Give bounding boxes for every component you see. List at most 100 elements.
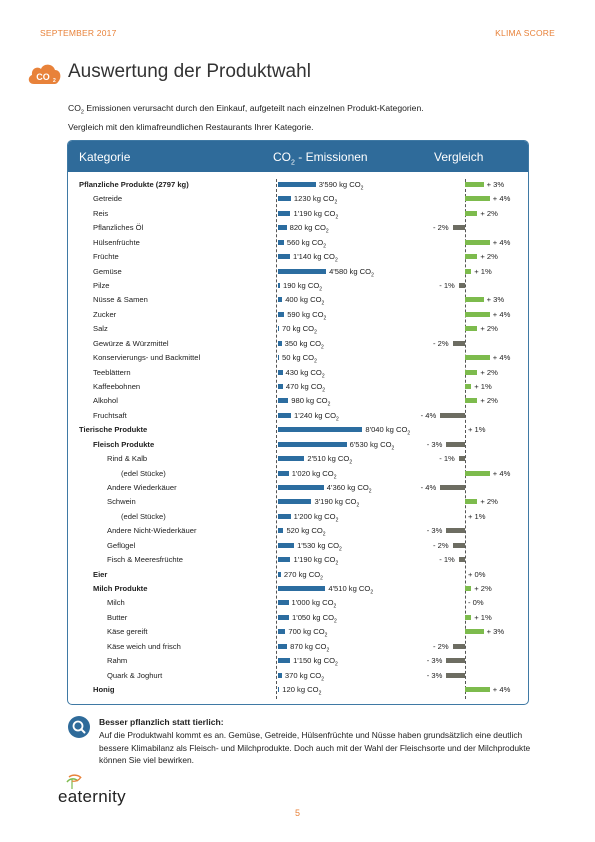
table-row: Konservierungs- und Backmittel 50 kg CO2 +… xyxy=(68,351,528,365)
page-title: Auswertung der Produktwahl xyxy=(68,61,311,82)
intro-line-1: Emissionen verursacht durch den Einkauf,… xyxy=(83,103,424,113)
header-kategorie: Kategorie xyxy=(79,150,131,164)
svg-text:CO: CO xyxy=(36,72,50,82)
table-row: Pflanzliches Öl 820 kg CO2 - 2% xyxy=(68,221,528,235)
emission-value: 70 kg CO2 xyxy=(282,324,317,336)
emission-value: 350 kg CO2 xyxy=(285,339,324,351)
emission-bar xyxy=(278,528,284,534)
emission-unit-sub: 2 xyxy=(360,185,364,192)
emission-value-text: 1230 kg CO xyxy=(293,194,335,204)
emission-value-text: 1'200 kg CO xyxy=(293,511,336,521)
emission-value-text: 560 kg CO xyxy=(286,237,324,247)
emission-value-text: 270 kg CO xyxy=(283,569,321,579)
emission-bar xyxy=(278,571,281,577)
emission-value: 1230 kg CO2 xyxy=(294,194,337,206)
emission-value-text: 3'190 kg CO xyxy=(314,497,357,507)
emission-value: 430 kg CO2 xyxy=(286,368,325,380)
category-label: Käse gereift xyxy=(107,627,148,637)
table-row: Andere Nicht-Wiederkäuer 520 kg CO2 - 3% xyxy=(68,524,528,538)
header-emissionen: CO2 - Emissionen xyxy=(273,150,368,166)
emission-value: 3'190 kg CO2 xyxy=(314,497,359,509)
emission-bar xyxy=(278,355,279,361)
emission-value: 820 kg CO2 xyxy=(290,223,329,235)
comparison-bar-negative xyxy=(452,643,465,649)
comparison-bar-negative xyxy=(452,340,465,346)
emission-value: 1'200 kg CO2 xyxy=(294,512,339,524)
comparison-value: + 4% xyxy=(492,237,511,247)
emission-value-text: 1'150 kg CO xyxy=(293,656,336,666)
emission-bar xyxy=(278,614,290,620)
category-label: Rind & Kalb xyxy=(107,454,148,464)
emission-value: 50 kg CO2 xyxy=(282,353,317,365)
comparison-bar-positive xyxy=(465,398,478,404)
emission-bar xyxy=(278,456,305,462)
emission-bar xyxy=(278,384,283,390)
product-table: Kategorie CO2 - Emissionen Vergleich Pfl… xyxy=(67,140,529,705)
emission-bar xyxy=(278,672,282,678)
emission-unit-sub: 2 xyxy=(319,286,323,293)
table-row: Nüsse & Samen 400 kg CO2 + 3% xyxy=(68,293,528,307)
emission-unit-sub: 2 xyxy=(320,575,323,582)
emission-unit-sub: 2 xyxy=(339,546,342,553)
comparison-value: - 1% xyxy=(439,555,455,565)
comparison-bar-negative xyxy=(446,658,465,664)
comparison-value: - 2% xyxy=(432,223,449,233)
category-label: Schwein xyxy=(107,497,136,507)
table-row: Getreide 1230 kg CO2 + 4% xyxy=(68,192,528,206)
emission-unit-sub: 2 xyxy=(318,690,322,697)
emission-value-text: 470 kg CO xyxy=(285,382,323,392)
category-label: Andere Nicht-Wiederkäuer xyxy=(107,526,197,536)
category-label: Nüsse & Samen xyxy=(93,295,148,305)
category-label: Kaffeebohnen xyxy=(93,382,141,392)
emission-value: 370 kg CO2 xyxy=(285,671,324,683)
comparison-value: + 4% xyxy=(492,468,511,478)
emission-unit-sub: 2 xyxy=(407,430,411,437)
comparison-bar-positive xyxy=(465,629,484,635)
emission-value: 1'190 kg CO2 xyxy=(293,209,338,221)
comparison-bar-positive xyxy=(465,311,490,317)
comparison-bar-positive xyxy=(465,254,478,260)
emission-unit-sub: 2 xyxy=(333,603,337,610)
emission-bar xyxy=(278,600,289,606)
emission-value-text: 870 kg CO xyxy=(290,641,327,651)
emission-bar xyxy=(278,658,291,664)
emission-value-text: 1'000 kg CO xyxy=(291,598,334,608)
category-label: Zucker xyxy=(93,309,117,319)
category-label: Salz xyxy=(93,324,108,334)
comparison-value: + 4% xyxy=(492,194,511,204)
table-row: Pilze 190 kg CO2 - 1% xyxy=(68,279,528,293)
table-row: Käse gereift 700 kg CO2 + 3% xyxy=(68,625,528,639)
emission-value-text: 50 kg CO xyxy=(282,353,315,363)
emission-bar xyxy=(278,441,347,447)
comparison-value: - 3% xyxy=(426,526,443,536)
emission-value: 980 kg CO2 xyxy=(291,396,330,408)
emission-bar xyxy=(278,369,283,375)
table-row: Alkohol 980 kg CO2 + 2% xyxy=(68,394,528,408)
co2-cloud-icon: CO 2 xyxy=(28,64,61,84)
emission-unit-sub: 2 xyxy=(322,387,326,394)
category-label: Früchte xyxy=(93,252,119,262)
category-label: Pilze xyxy=(93,281,110,290)
category-label: Tierische Produkte xyxy=(79,425,148,435)
category-label: Konservierungs- und Backmittel xyxy=(93,353,201,363)
intro-line-2: Vergleich mit den klimafreundlichen Rest… xyxy=(68,121,314,132)
comparison-value: + 3% xyxy=(486,180,505,189)
comparison-value: + 3% xyxy=(486,627,505,637)
emission-bar xyxy=(278,326,279,332)
emission-unit-sub: 2 xyxy=(335,517,339,524)
header-co2: CO xyxy=(273,150,291,164)
emission-unit-sub: 2 xyxy=(326,647,330,654)
table-row: Salz 70 kg CO2 + 2% xyxy=(68,322,528,336)
comparison-bar-negative xyxy=(458,456,465,462)
comparison-bar-positive xyxy=(465,614,472,620)
comparison-bar-positive xyxy=(465,586,472,592)
category-label: Reis xyxy=(93,208,109,218)
emission-unit-sub: 2 xyxy=(333,474,337,481)
table-row: Gemüse 4'580 kg CO2 + 1% xyxy=(68,265,528,279)
emission-unit-sub: 2 xyxy=(325,228,329,235)
category-label: Butter xyxy=(107,612,128,622)
emission-unit-sub: 2 xyxy=(321,373,325,380)
header-vergleich: Vergleich xyxy=(434,150,484,164)
table-row: Milch 1'000 kg CO2 - 0% xyxy=(68,596,528,610)
comparison-bar-positive xyxy=(465,384,472,390)
